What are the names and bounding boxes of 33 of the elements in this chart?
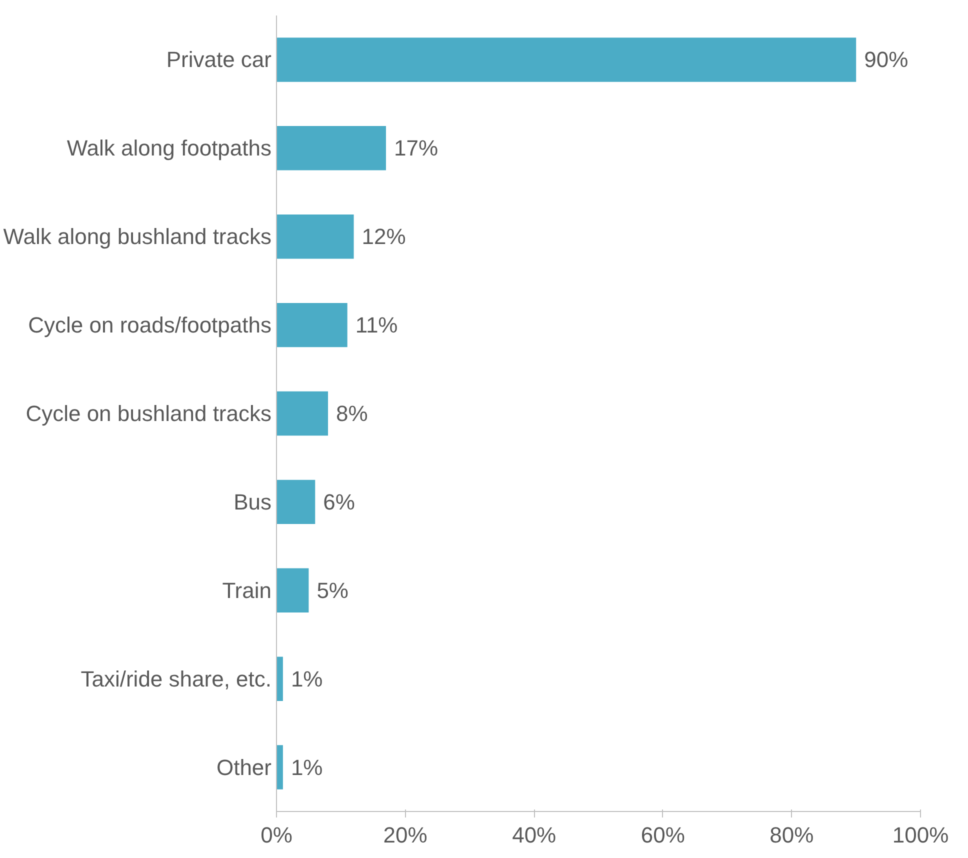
bar <box>276 480 316 524</box>
y-tick-label: Taxi/ride share, etc. <box>80 666 272 692</box>
bar <box>276 214 354 259</box>
data-label: 1% <box>290 754 323 780</box>
data-label: 5% <box>316 578 348 603</box>
bar <box>276 38 856 82</box>
data-label: 8% <box>336 401 368 426</box>
data-label: 11% <box>355 312 398 338</box>
y-tick-label: Bus <box>234 489 272 514</box>
data-label: 12% <box>362 224 406 250</box>
y-tick-label: Cycle on bushland tracks <box>26 401 272 426</box>
y-tick-label: Walk along footpaths <box>66 136 272 161</box>
y-tick-label: Walk along bushland tracks <box>3 224 272 250</box>
bar <box>276 656 283 701</box>
x-tick-label: 80% <box>770 822 814 848</box>
y-tick-label: Private car <box>166 47 272 72</box>
y-tick-label: Cycle on roads/footpaths <box>28 312 272 338</box>
x-tick-label: 20% <box>383 822 428 848</box>
x-tick-label: 40% <box>512 822 556 848</box>
data-label: 90% <box>864 47 908 72</box>
data-label: 17% <box>394 136 438 161</box>
bar <box>276 302 348 348</box>
x-tick-label: 60% <box>640 822 685 848</box>
y-tick-label: Other <box>216 754 272 780</box>
bar <box>276 745 283 790</box>
bar <box>276 391 328 436</box>
bar <box>276 568 309 612</box>
data-label: 6% <box>323 489 355 514</box>
data-label: 1% <box>290 666 323 692</box>
bar <box>276 126 386 170</box>
y-tick-label: Train <box>222 578 272 603</box>
x-tick-label: 0% <box>260 822 292 848</box>
x-tick-label: 100% <box>892 822 949 848</box>
